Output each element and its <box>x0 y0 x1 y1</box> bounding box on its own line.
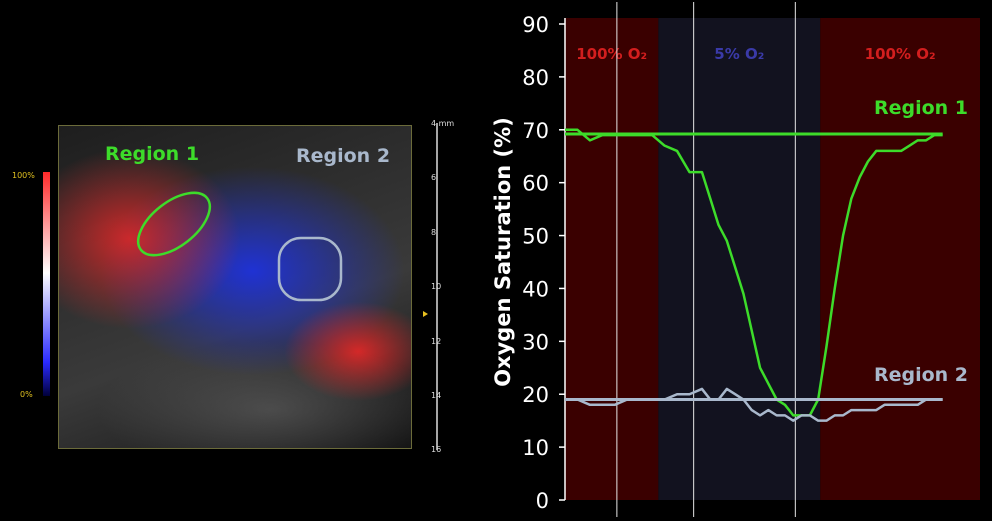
focus-marker-icon <box>423 311 428 317</box>
region1-roi[interactable] <box>127 181 220 267</box>
chart-svg: 100% O₂ 5% O₂ 100% O₂ 0 10 20 30 40 50 60 70 80 90 Ox… <box>491 2 980 517</box>
ultrasound-image <box>58 125 412 449</box>
depth-tick-4: 4 mm <box>431 119 454 128</box>
y-tick-label-80: 80 <box>522 66 549 90</box>
region1-annotation: Region 1 <box>874 97 968 119</box>
y-tick-label-30: 30 <box>522 330 549 354</box>
y-tick-label-20: 20 <box>522 383 549 407</box>
depth-tick-12: 12 <box>431 337 441 346</box>
depth-tick-16: 16 <box>431 445 441 454</box>
depth-tick-8: 8 <box>431 228 436 237</box>
condition-band-label-1: 5% O₂ <box>714 45 764 63</box>
y-tick-label-10: 10 <box>522 436 549 460</box>
depth-tick-6: 6 <box>431 173 436 182</box>
series-1-line <box>565 387 943 422</box>
condition-band-label-2: 100% O₂ <box>865 45 936 63</box>
y-tick-label-90: 90 <box>522 13 549 37</box>
condition-band-1 <box>658 18 821 500</box>
depth-scale: 4 mm 6 8 10 12 14 16 <box>415 118 465 458</box>
region2-annotation: Region 2 <box>874 364 968 386</box>
roi-overlay <box>127 181 343 302</box>
y-tick-label-0: 0 <box>536 489 549 513</box>
oxygen-colorbar <box>43 172 50 396</box>
oxygen-saturation-chart: 100% O₂ 5% O₂ 100% O₂ 0 10 20 30 40 50 60 70 80 90 Ox… <box>480 0 992 517</box>
colorbar-max-label: 100% <box>12 171 35 180</box>
y-tick-label-70: 70 <box>522 119 549 143</box>
y-axis-label: Oxygen Saturation (%) <box>491 117 515 387</box>
region1-image-label: Region 1 <box>105 143 200 165</box>
colorbar-min-label: 0% <box>20 390 33 399</box>
condition-band-0 <box>565 18 659 500</box>
condition-band-label-0: 100% O₂ <box>576 45 647 63</box>
region2-image-label: Region 2 <box>296 145 391 167</box>
depth-tick-14: 14 <box>431 391 441 400</box>
region2-roi[interactable] <box>277 236 343 302</box>
y-tick-label-40: 40 <box>522 277 549 301</box>
y-tick-label-60: 60 <box>522 172 549 196</box>
condition-band-2 <box>820 18 980 500</box>
depth-tick-10: 10 <box>431 282 441 291</box>
y-tick-label-50: 50 <box>522 225 549 249</box>
